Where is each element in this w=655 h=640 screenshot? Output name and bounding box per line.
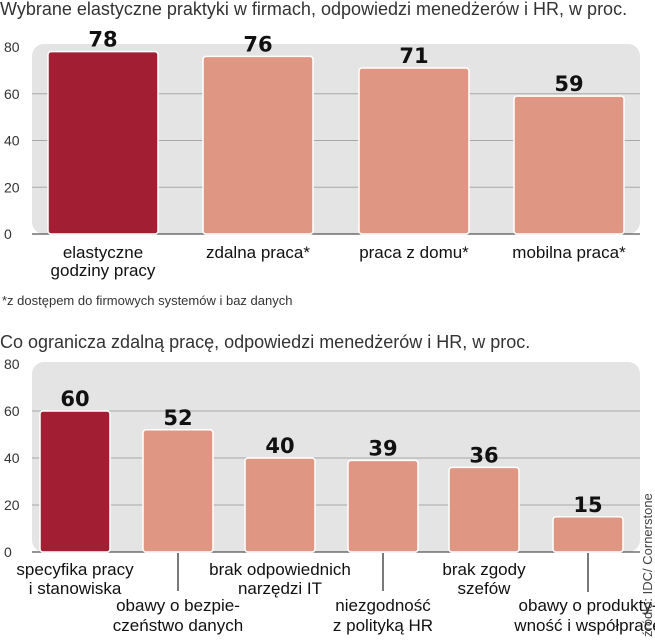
chart-1-title: Wybrane elastyczne praktyki w firmach, o… <box>0 0 627 19</box>
chart-1: Wybrane elastyczne praktyki w firmach, o… <box>0 0 640 280</box>
data-label: 78 <box>88 28 117 52</box>
category-label: praca z domu* <box>359 243 469 262</box>
y-tick-label: 80 <box>4 356 20 372</box>
data-label: 39 <box>368 436 397 460</box>
bar <box>244 457 316 553</box>
category-label: brak odpowiednich narzędzi IT <box>209 560 351 598</box>
category-label: zdalna praca* <box>206 243 310 262</box>
bar <box>39 410 111 553</box>
category-label: specyfika pracy i stanowiska <box>16 560 134 598</box>
y-tick-label: 80 <box>4 39 20 55</box>
data-label: 76 <box>243 32 272 56</box>
y-tick-label: 60 <box>4 86 20 102</box>
y-tick-label: 40 <box>4 133 20 149</box>
chart-2: Co ogranicza zdalną pracę, odpowiedzi me… <box>0 332 655 635</box>
category-label: brak zgody szefów <box>442 560 526 598</box>
y-tick-label: 40 <box>4 450 20 466</box>
y-tick-label: 20 <box>4 179 20 195</box>
chart-2-plot-area <box>32 362 640 552</box>
data-label: 59 <box>554 72 583 96</box>
category-label: obawy o bezpie-czeństwo danych <box>113 596 243 635</box>
y-tick-label: 0 <box>4 544 12 560</box>
category-label: niezgodność z polityką HR <box>333 596 433 635</box>
bar <box>47 50 159 235</box>
chart-2-title: Co ogranicza zdalną pracę, odpowiedzi me… <box>0 332 530 352</box>
bar <box>142 429 214 553</box>
bar <box>202 55 314 235</box>
bar <box>552 516 624 553</box>
data-label: 71 <box>399 44 428 68</box>
data-label: 52 <box>163 406 192 430</box>
bar <box>347 459 419 553</box>
chart-1-plot-area <box>32 44 640 234</box>
data-label: 15 <box>573 493 602 517</box>
data-label: 60 <box>60 387 89 411</box>
y-tick-label: 0 <box>4 226 12 242</box>
chart-1-footnote: *z dostępem do firmowych systemów i baz … <box>2 293 292 308</box>
data-label: 40 <box>265 434 294 458</box>
category-label: mobilna praca* <box>512 243 626 262</box>
bar <box>513 95 625 235</box>
category-label: obawy o produkty-wność i współpracę <box>513 596 655 635</box>
bar <box>448 466 520 553</box>
source-note: źródło: IDC/ Cornerstone <box>640 493 655 637</box>
y-tick-label: 60 <box>4 403 20 419</box>
y-tick-label: 20 <box>4 497 20 513</box>
data-label: 36 <box>469 443 498 467</box>
category-label: elastyczne godziny pracy <box>51 243 156 280</box>
bar <box>358 67 470 235</box>
